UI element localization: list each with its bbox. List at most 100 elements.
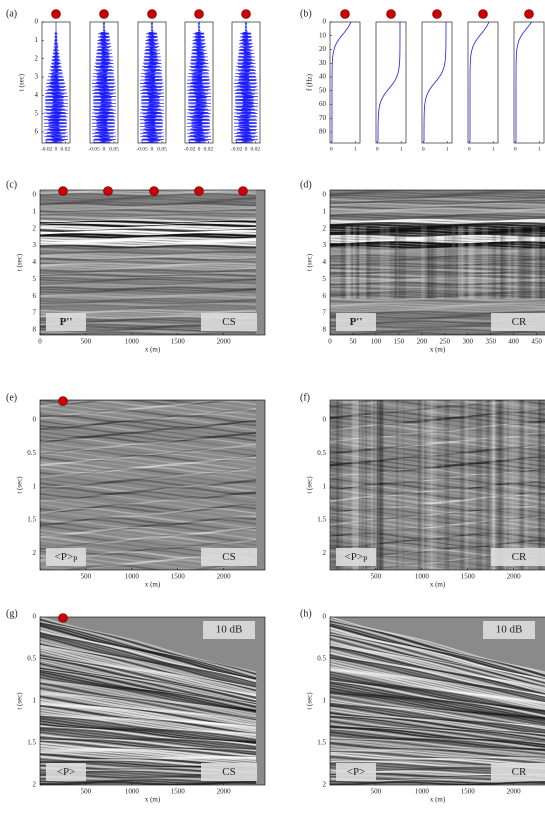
trace-noise [420,400,425,570]
tag-box [201,763,257,781]
trace-noise [512,400,519,570]
reflector [40,496,257,504]
reflector [330,413,545,421]
reflector [330,299,545,303]
y-tick-label: 2 [323,224,327,232]
reflector [330,276,545,281]
frame [39,399,266,571]
reflector [40,434,257,442]
panel-label: (h) [300,608,312,619]
y-tick-label: 2 [33,549,37,557]
reflector [40,649,257,696]
tag-text: <P> [57,766,76,778]
x-tick-label: 2000 [217,338,232,346]
trace-noise [395,226,399,299]
x-tick-label: 0 [330,146,333,152]
tag-box [46,763,86,781]
tag-text: CR [512,551,527,563]
reflector [330,485,545,493]
seismic-image [40,190,265,335]
reflector [330,621,545,679]
reflector [330,511,545,520]
reflector [40,441,257,450]
y-tick-label: 0 [323,18,327,26]
x-axis-label: x (m) [145,346,161,354]
reflector [330,268,545,273]
reflector [330,194,545,199]
reflector [40,266,257,271]
reflector [330,680,545,717]
reflector [40,217,257,221]
reflector [40,668,257,710]
trace-noise [492,226,497,299]
y-axis-label: t (sec) [18,73,26,91]
reflector [330,629,545,682]
reflector [330,270,545,275]
reflector [40,481,257,489]
reflector [40,424,257,433]
reflector [40,404,257,412]
spectrum-curve [423,22,447,142]
trace-noise [376,400,383,570]
trace-noise [360,400,365,570]
reflector [40,462,257,470]
reflector [330,669,545,711]
tag-box [201,313,257,331]
trace-noise [394,226,400,299]
reflector [40,624,257,681]
reflector [330,242,545,247]
reflector [330,671,545,712]
reflector [330,418,545,427]
y-tick-label: 4 [323,258,327,266]
y-tick-label: 0 [323,416,327,424]
reflector [40,254,257,259]
reflector [330,292,545,297]
reflector [40,689,257,723]
reflector [330,701,545,729]
reflector [40,291,257,295]
reflector [330,289,545,294]
note-box [483,621,535,639]
x-tick-label: 200 [417,338,428,346]
reflector [40,207,257,212]
x-tick-label: 0 [422,146,425,152]
reflector [330,526,545,535]
x-tick-label: 100 [371,338,382,346]
reflector [330,455,545,463]
reflector [40,635,257,688]
y-axis-label: f (Hz) [306,73,314,91]
trace-noise [507,226,511,299]
y-tick-label: 2 [323,781,327,789]
x-tick-label: 1 [400,146,403,152]
reflector [40,251,257,255]
reflector [40,201,257,205]
trace-noise [394,226,398,299]
trace-noise [452,226,458,299]
source-marker [194,9,204,19]
reflector [40,447,257,455]
reflector [330,540,545,548]
reflector [330,500,545,508]
reflector [40,490,257,499]
reflector [330,288,545,292]
reflector [40,439,257,448]
reflector [40,204,257,209]
tag-box [46,548,86,566]
reflector [40,437,257,446]
reflector [40,538,257,546]
x-tick-label: 2000 [217,573,232,581]
y-tick-label: 40 [319,73,327,81]
reflector [330,214,545,218]
reflector [40,751,257,765]
reflector [330,273,545,277]
tag: CR [512,316,527,328]
trace-noise [459,400,466,570]
reflector [330,309,545,313]
trace-noise [352,226,357,299]
trace-noise [489,400,498,570]
reflector [40,257,257,262]
reflector [40,286,257,291]
y-tick-label: 2 [35,54,39,62]
y-tick-label: 80 [319,128,327,136]
trace-noise [524,400,529,570]
